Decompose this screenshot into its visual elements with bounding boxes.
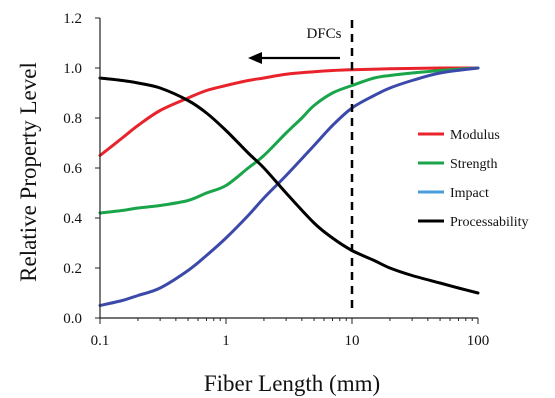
series-line-processability bbox=[98, 76, 480, 295]
y-tick-label: 0.8 bbox=[63, 111, 82, 127]
dfcs-label: DFCs bbox=[306, 26, 341, 42]
legend-label-strength: Strength bbox=[450, 157, 497, 172]
y-tick-label: 0.4 bbox=[63, 211, 82, 227]
x-tick-label: 1 bbox=[222, 333, 230, 349]
plot-area bbox=[98, 66, 480, 307]
dfcs-arrow-head bbox=[248, 52, 262, 64]
series-line-strength bbox=[98, 66, 480, 215]
annotation-layer: DFCs bbox=[248, 20, 354, 314]
y-tick-label: 1.0 bbox=[63, 61, 82, 77]
legend-label-impact: Impact bbox=[450, 186, 489, 201]
legend-label-modulus: Modulus bbox=[450, 128, 500, 143]
axes: 0.0 0.2 0.4 0.6 0.8 1.0 1.2 0.1 1 10 100 bbox=[63, 11, 489, 349]
y-tick-label: 1.2 bbox=[63, 11, 82, 27]
x-tick-label: 100 bbox=[467, 333, 490, 349]
series-line-impact bbox=[98, 66, 480, 307]
x-tick-label: 0.1 bbox=[91, 333, 110, 349]
y-tick-label: 0.2 bbox=[63, 261, 82, 277]
x-axis-label: Fiber Length (mm) bbox=[204, 371, 380, 396]
y-tick-label: 0.6 bbox=[63, 161, 82, 177]
y-axis-label: Relative Property Level bbox=[16, 62, 41, 282]
legend-label-processability: Processability bbox=[450, 215, 529, 230]
series-line-modulus bbox=[98, 66, 480, 157]
y-tick-label: 0.0 bbox=[63, 311, 82, 327]
x-tick-label: 10 bbox=[345, 333, 360, 349]
legend: Modulus Strength Impact Processability bbox=[418, 128, 529, 230]
